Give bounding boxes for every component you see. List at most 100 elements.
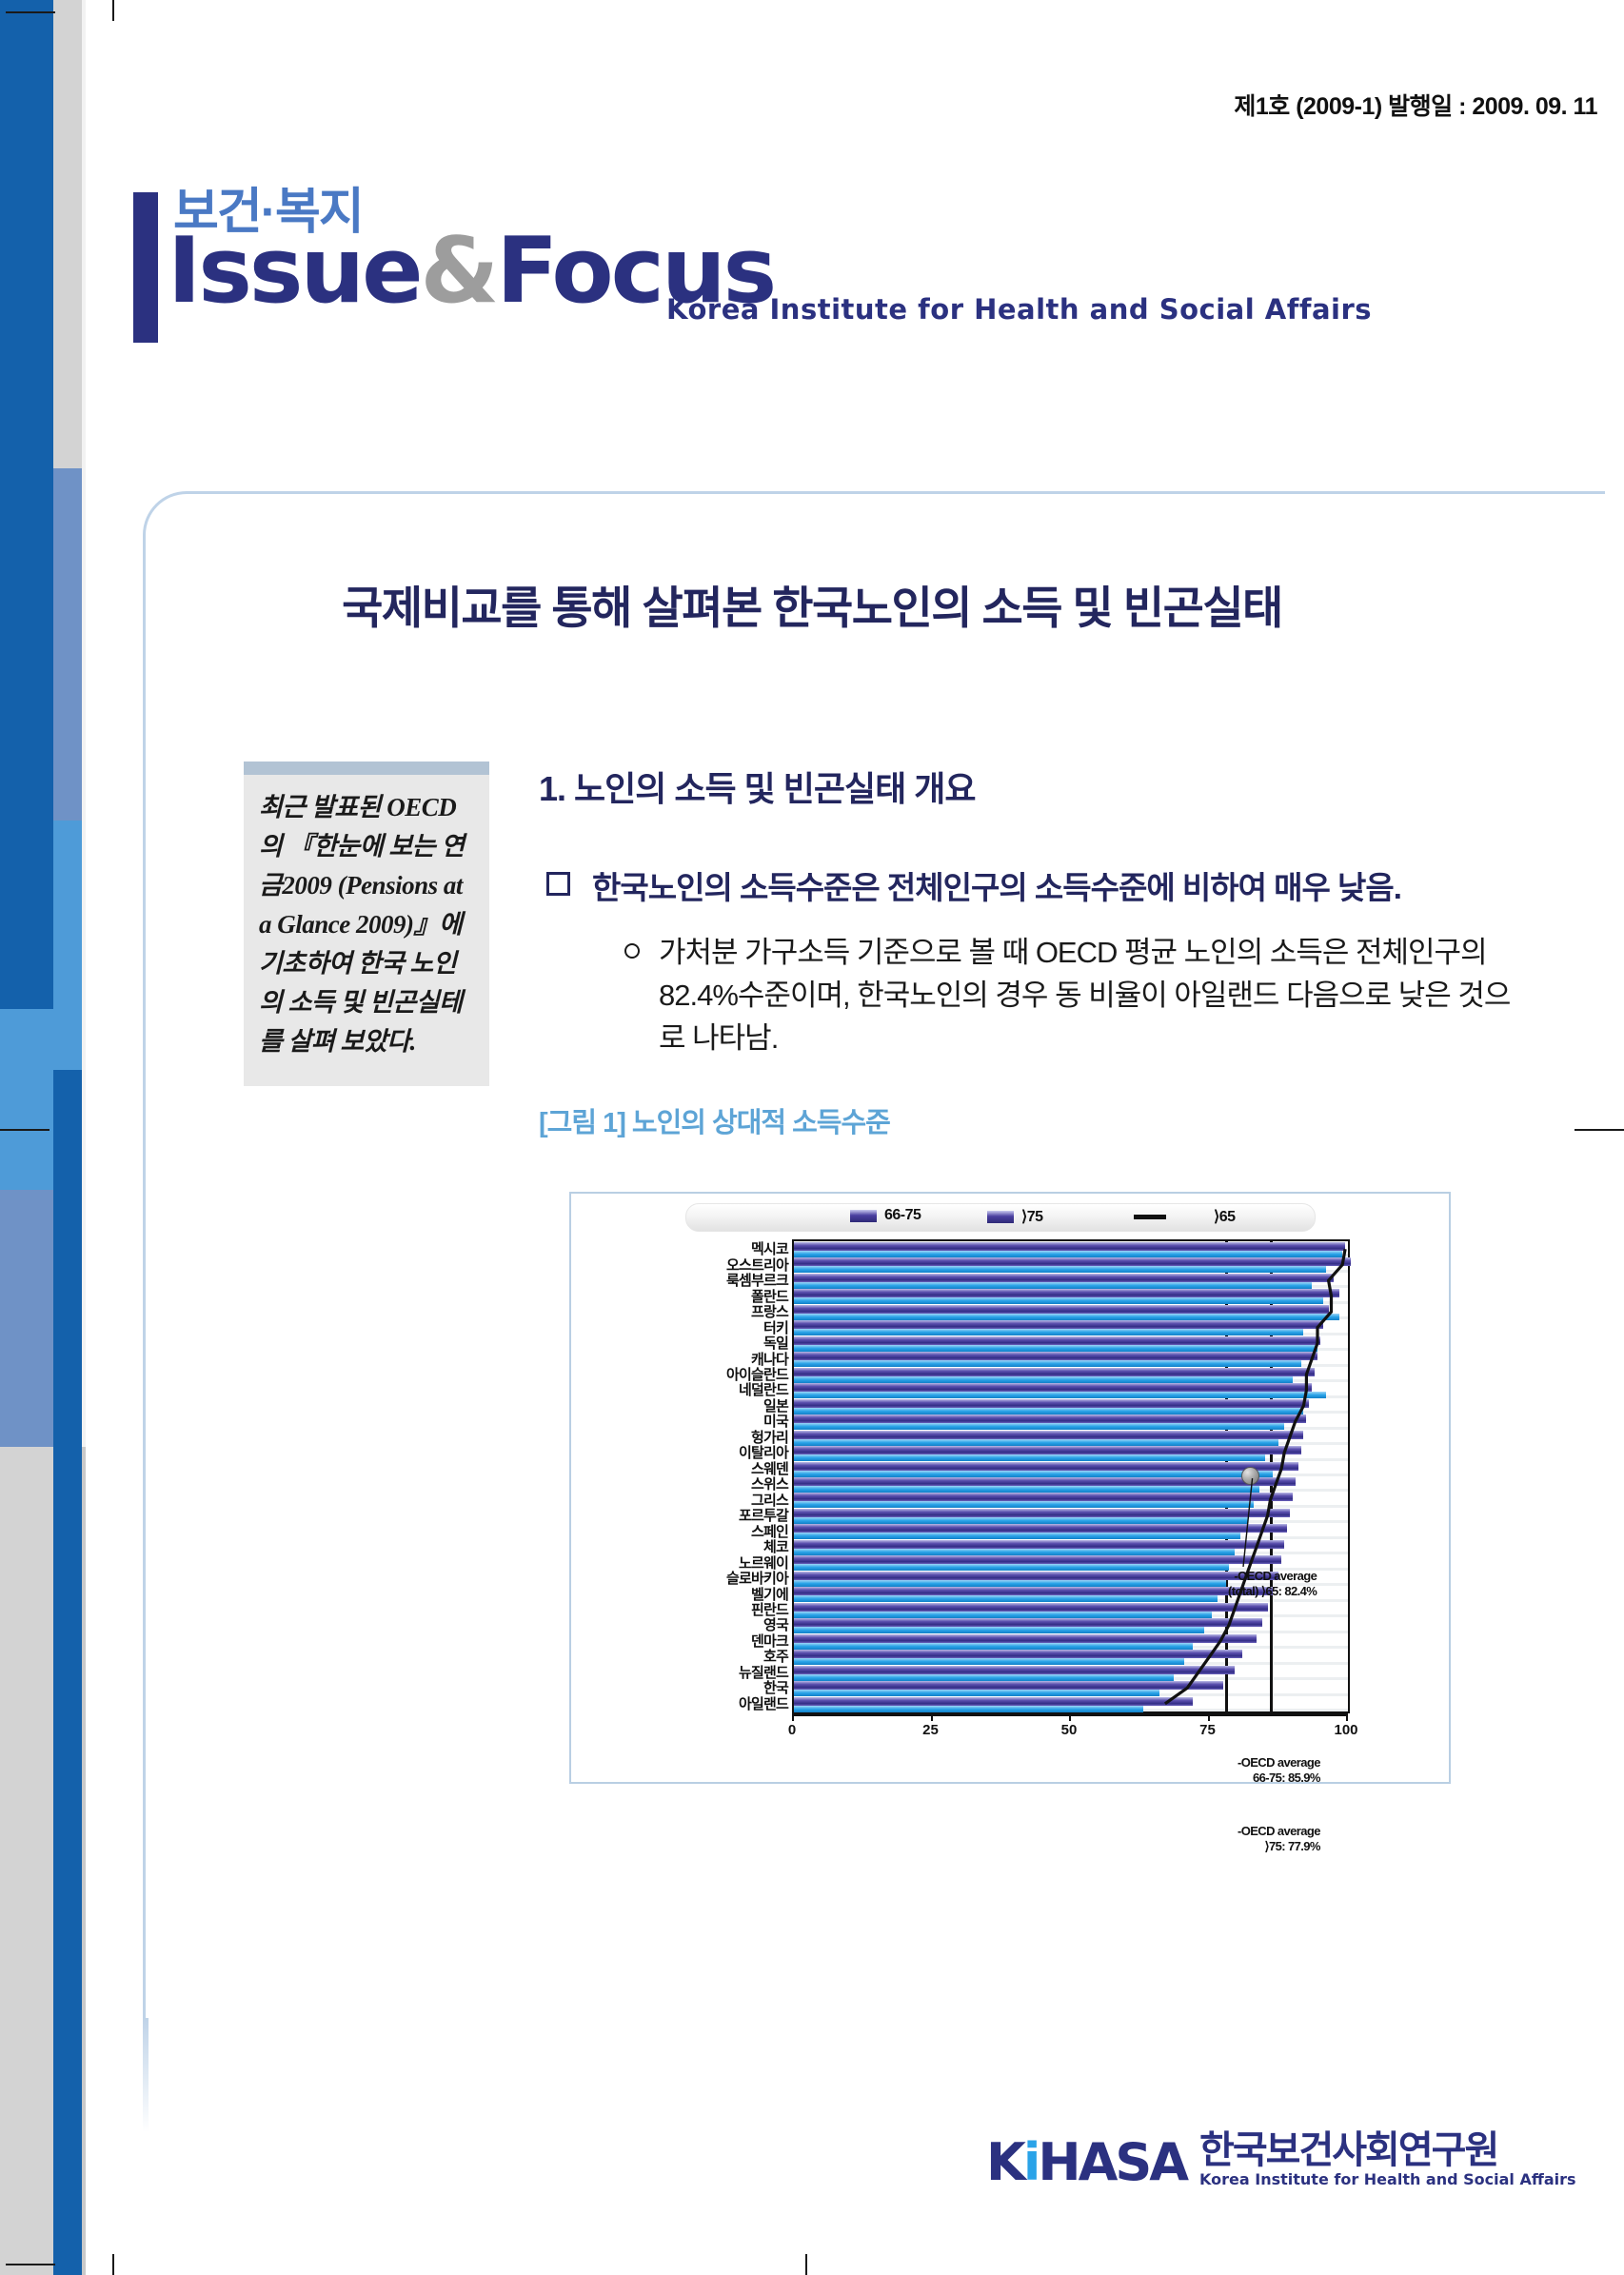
- chart-category-label: 스페인: [750, 1523, 789, 1540]
- crop-mark-bottom-left-v: [112, 2254, 114, 2275]
- chart-bar-66-75: [794, 1539, 1285, 1549]
- legend-label-over-75: ⟩75: [1021, 1209, 1043, 1225]
- kihasa-wordmark: KiHASA: [986, 2132, 1189, 2192]
- chart-bar-66-75: [794, 1430, 1304, 1439]
- abstract-box: 최근 발표된 OECD의 『한눈에 보는 연금2009 (Pensions at…: [244, 762, 489, 1087]
- chart-category-label: 영국: [762, 1617, 789, 1634]
- crop-mark-mid-left: [0, 1129, 50, 1131]
- chart-bar-over-75: [794, 1375, 1293, 1383]
- chart-bar-over-75: [794, 1516, 1249, 1524]
- masthead-wordmark: Issue&Focus: [168, 227, 777, 317]
- chart-category-label: 멕시코: [750, 1241, 789, 1258]
- sidebar-thin-rule-bottom: [82, 1447, 86, 2275]
- legend-label-over-65: ⟩65: [1214, 1209, 1236, 1225]
- bullet-level2-text: 가처분 가구소득 기준으로 볼 때 OECD 평균 노인의 소득은 전체인구의 …: [659, 935, 1511, 1055]
- chart-category-label: 그리스: [750, 1492, 789, 1509]
- kihasa-footer-logo: KiHASA 한국보건사회연구원 Korea Institute for Hea…: [986, 2130, 1576, 2188]
- chart-category-label: 핀란드: [750, 1601, 789, 1618]
- figure-caption: [그림 1] 노인의 상대적 소득수준: [539, 1107, 891, 1138]
- sidebar-stripe-inner-1: [53, 0, 82, 468]
- sidebar-stripe-inner-2: [53, 468, 82, 821]
- chart-category-label: 스위스: [750, 1476, 789, 1494]
- chart-x-tick-label: 50: [1060, 1722, 1078, 1738]
- chart-bar-66-75: [794, 1446, 1301, 1455]
- chart-category-label: 체코: [762, 1539, 789, 1556]
- chart-category-label: 터키: [762, 1319, 789, 1336]
- chart-x-tick: [792, 1713, 794, 1721]
- chart-annotation: -OECD average ⟩75: 77.9%: [1238, 1824, 1320, 1855]
- crop-mark-bottom-left-h: [6, 2264, 55, 2265]
- chart-category-label: 헝가리: [750, 1429, 789, 1446]
- masthead-bar-icon: [133, 192, 158, 343]
- chart-bar-over-75: [794, 1266, 1326, 1274]
- chart-bar-over-75: [794, 1564, 1229, 1572]
- sidebar-stripe-inner-4: [53, 1070, 82, 2275]
- chart-category-label: 캐나다: [750, 1351, 789, 1368]
- legend-line-over-65: [1134, 1214, 1166, 1219]
- sidebar-stripe-outer-4: [0, 1447, 53, 2275]
- chart-bar-66-75: [794, 1383, 1313, 1393]
- chart-bar-over-75: [794, 1313, 1340, 1320]
- chart-bar-over-75: [794, 1423, 1285, 1431]
- chart-bar-over-75: [794, 1673, 1174, 1681]
- legend-item-66-75: 66-75: [850, 1207, 921, 1224]
- chart-bar-66-75: [794, 1493, 1293, 1502]
- chart-bar-over-75: [794, 1627, 1204, 1634]
- sidebar-stripe-inner-3: [53, 821, 82, 1070]
- chart-category-label: 아일랜드: [738, 1695, 789, 1712]
- chart-bar-over-75: [794, 1438, 1279, 1446]
- sidebar-stripe-outer-3: [0, 1190, 53, 1447]
- chart-x-axis: 0 25 50 75 100: [788, 1713, 1358, 1751]
- chart-legend: 66-75 ⟩75 ⟩65: [685, 1203, 1316, 1232]
- main-content: 1. 노인의 소득 및 빈곤실태 개요 한국노인의 소득수준은 전체인구의 소득…: [539, 762, 1529, 1140]
- chart-bar-66-75: [794, 1524, 1287, 1533]
- chart-bar-66-75: [794, 1273, 1335, 1282]
- kihasa-korean-block: 한국보건사회연구원 Korea Institute for Health and…: [1199, 2130, 1575, 2188]
- chart-category-label: 호주: [762, 1649, 789, 1666]
- bullet-level1: 한국노인의 소득수준은 전체인구의 소득수준에 비하여 매우 낮음.: [539, 866, 1529, 911]
- wordmark-issue: Issue: [168, 219, 424, 324]
- chart-bar-over-75: [794, 1501, 1255, 1509]
- page-header: 보건·복지 Issue&Focus Korea Institute for He…: [114, 0, 1624, 476]
- chart-bar-over-75: [794, 1344, 1317, 1352]
- chart-annotation-line: (total) ⟩65: 82.4%: [1228, 1584, 1317, 1599]
- chart-bar-over-75: [794, 1360, 1301, 1368]
- chart-bar-66-75: [794, 1650, 1243, 1659]
- kihasa-korean-name: 한국보건사회연구원: [1199, 2129, 1499, 2171]
- chart-bar-over-75: [794, 1579, 1226, 1587]
- oecd-average-marker-icon: [1240, 1467, 1259, 1485]
- kihasa-dot-icon: i: [1022, 2132, 1040, 2192]
- content-frame: [143, 491, 1605, 2100]
- crop-mark-bottom-center: [805, 2254, 807, 2275]
- bullet-level1-text: 한국노인의 소득수준은 전체인구의 소득수준에 비하여 매우 낮음.: [592, 870, 1402, 905]
- issue-number-and-date: 제1호 (2009-1) 발행일 : 2009. 09. 11: [1234, 93, 1597, 120]
- chart-x-tick-label: 75: [1199, 1722, 1216, 1738]
- chart-bar-over-75: [794, 1658, 1185, 1666]
- sidebar-stripe-outer-2: [0, 1009, 53, 1190]
- chart-category-label: 미국: [762, 1414, 789, 1431]
- chart-annotation-line: 66-75: 85.9%: [1253, 1771, 1320, 1786]
- chart-annotation: -OECD average (total) ⟩65: 82.4%: [1228, 1569, 1317, 1600]
- chart-bar-66-75: [794, 1398, 1310, 1408]
- chart-category-label: 뉴질랜드: [738, 1664, 789, 1681]
- chart-bar-66-75: [794, 1681, 1224, 1691]
- chart-bar-66-75: [794, 1618, 1262, 1628]
- chart-bar-66-75: [794, 1587, 1274, 1596]
- chart-bar-66-75: [794, 1665, 1235, 1674]
- crop-mark-mid-right: [1574, 1129, 1624, 1131]
- chart-bar-66-75: [794, 1242, 1346, 1251]
- chart-x-tick-label: 0: [787, 1722, 797, 1738]
- chart-bar-66-75: [794, 1508, 1290, 1517]
- chart-category-label: 노르웨이: [738, 1554, 789, 1572]
- chart-category-label: 독일: [762, 1335, 789, 1353]
- abstract-text: 최근 발표된 OECD의 『한눈에 보는 연금2009 (Pensions at…: [244, 775, 489, 1087]
- chart-x-tick-label: 100: [1334, 1722, 1358, 1738]
- chart-bar-over-75: [794, 1642, 1194, 1650]
- chart-x-tick: [1346, 1713, 1348, 1721]
- chart-bar-66-75: [794, 1257, 1351, 1267]
- sidebar-stripe-outer-1: [0, 0, 53, 1009]
- chart-bar-over-75: [794, 1705, 1143, 1712]
- chart-x-tick: [1069, 1713, 1071, 1721]
- kihasa-english-name: Korea Institute for Health and Social Af…: [1199, 2170, 1576, 2188]
